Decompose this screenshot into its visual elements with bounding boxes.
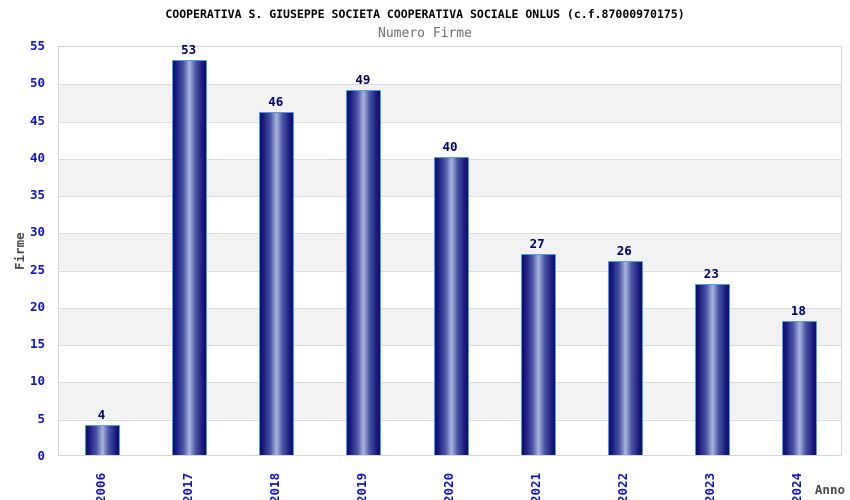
y-tick-label: 15 xyxy=(29,336,45,352)
x-tick-label: 2018 xyxy=(266,472,282,500)
bar-value-label: 27 xyxy=(529,235,545,251)
x-tick-label: 2023 xyxy=(702,472,718,500)
x-axis-label: Anno xyxy=(814,482,845,497)
bar xyxy=(172,59,208,455)
y-tick-label: 10 xyxy=(29,373,45,389)
y-tick-label: 30 xyxy=(29,224,45,240)
bar-value-label: 46 xyxy=(268,94,284,110)
bar-value-label: 53 xyxy=(181,41,197,57)
bar-value-label: 49 xyxy=(355,71,371,87)
chart-title: COOPERATIVA S. GIUSEPPE SOCIETA COOPERAT… xyxy=(165,7,685,21)
y-tick-label: 5 xyxy=(37,410,45,426)
y-tick-label: 40 xyxy=(29,149,45,165)
x-tick-label: 2020 xyxy=(441,472,456,500)
x-tick-label: 2022 xyxy=(615,472,631,500)
y-tick-label: 50 xyxy=(29,75,45,91)
x-tick-label: 2024 xyxy=(789,472,805,500)
bar xyxy=(346,89,382,455)
gridline xyxy=(59,121,841,123)
y-tick-label: 20 xyxy=(29,298,45,314)
bar xyxy=(520,253,556,455)
bar xyxy=(85,425,121,455)
x-tick-label: 2021 xyxy=(528,472,544,500)
y-tick-label: 25 xyxy=(29,261,45,277)
bar-value-label: 23 xyxy=(703,265,719,281)
y-axis-label: Firme xyxy=(12,232,27,270)
x-tick-label: 2006 xyxy=(92,472,108,500)
bar-value-label: 26 xyxy=(616,243,632,259)
x-tick-label: 2017 xyxy=(179,472,195,500)
chart-subtitle: Numero Firme xyxy=(378,26,472,41)
bar xyxy=(781,320,817,455)
bar-value-label: 18 xyxy=(790,302,806,318)
y-tick-label: 35 xyxy=(29,187,45,203)
y-tick-label: 45 xyxy=(29,112,45,128)
bar xyxy=(694,283,730,455)
bar-value-label: 40 xyxy=(442,138,458,154)
y-tick-label: 55 xyxy=(29,38,45,53)
x-tick-label: 2019 xyxy=(353,472,369,500)
gridline xyxy=(59,84,841,86)
y-tick-label: 0 xyxy=(37,448,45,463)
plot-area xyxy=(58,46,842,456)
bar xyxy=(607,261,643,455)
bar xyxy=(259,112,295,455)
bar-value-label: 4 xyxy=(97,407,106,423)
bar xyxy=(433,156,469,455)
